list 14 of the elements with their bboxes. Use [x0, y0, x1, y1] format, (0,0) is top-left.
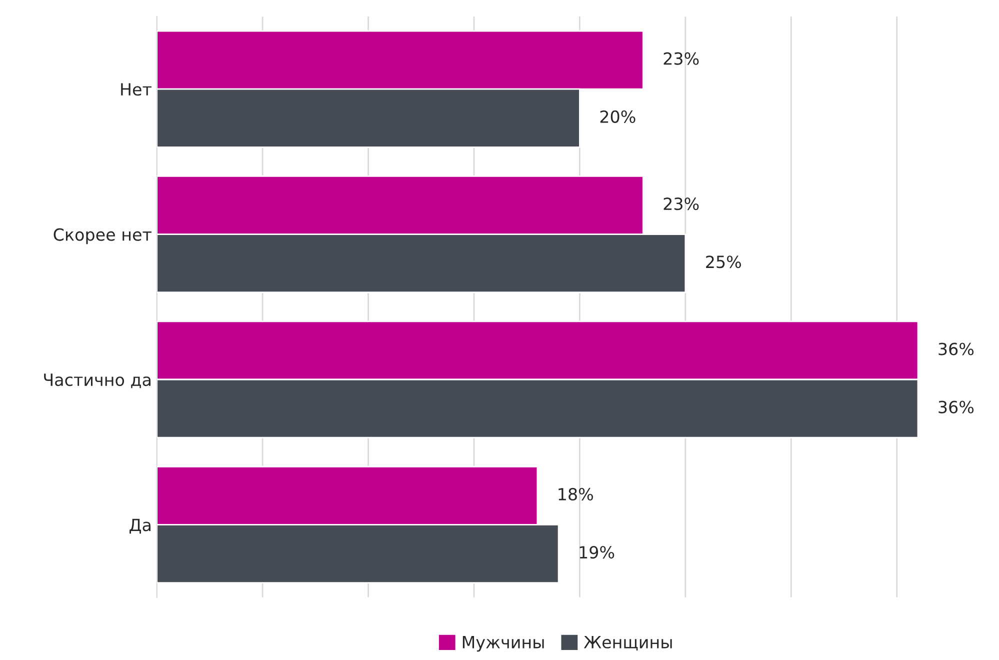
data-label: 36% — [938, 342, 974, 356]
legend-label: Женщины — [584, 636, 672, 650]
data-label: 25% — [706, 256, 741, 268]
legend-label: Мужчины — [462, 636, 544, 652]
y-tick-label: Частично да — [44, 374, 150, 388]
data-label: 19% — [580, 546, 614, 559]
y-tick-label: Скорее нет — [54, 228, 152, 244]
data-label: 36% — [938, 400, 974, 414]
y-tick-label: Нет — [121, 83, 152, 96]
data-label: 18% — [558, 488, 593, 500]
y-tick-label: Да — [130, 518, 150, 534]
data-label: 23% — [664, 197, 699, 210]
data-label: 23% — [664, 52, 699, 65]
data-label: 20% — [600, 110, 636, 123]
